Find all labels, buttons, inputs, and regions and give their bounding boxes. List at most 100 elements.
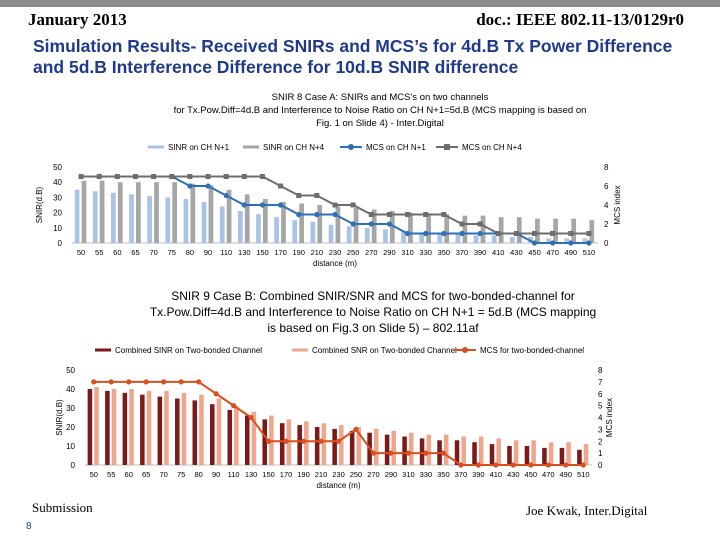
c2-point [108, 379, 114, 385]
c2-y2-tick-label: 6 [598, 390, 603, 399]
c1-bar [437, 233, 443, 243]
c1-point [477, 221, 483, 227]
c2-point [161, 379, 167, 385]
c2-x-tick-label: 150 [262, 470, 275, 479]
c1-bar [353, 208, 359, 243]
c2-title-line: Tx.Pow.Diff=4d.B and Interference to Noi… [150, 305, 596, 319]
footer-submission: Submission [32, 500, 93, 515]
c1-point [314, 211, 320, 218]
c2-point [231, 403, 237, 409]
c2-bar [443, 434, 449, 465]
c2-x-tick-label: 50 [90, 470, 98, 479]
c2-bar [559, 447, 565, 465]
c1-x-tick-label: 310 [401, 248, 414, 257]
c1-point [550, 240, 556, 246]
c2-x-tick-label: 410 [490, 470, 503, 479]
c1-x-tick-label: 150 [256, 248, 269, 257]
c2-bar [279, 423, 285, 465]
c2-bar [175, 398, 180, 465]
c1-point [241, 202, 247, 208]
c1-bar [553, 218, 558, 243]
c1-point [223, 192, 229, 199]
c2-bar [234, 406, 239, 465]
c2-x-axis-title: distance (m) [316, 481, 360, 490]
c1-x-axis-title: distance (m) [313, 259, 357, 268]
c1-point [386, 212, 392, 217]
c2-bar [140, 394, 145, 465]
c2-point [370, 450, 377, 456]
c2-y2-tick-label: 1 [598, 449, 603, 458]
c2-x-tick-label: 250 [350, 470, 363, 479]
c2-bar [216, 398, 222, 465]
c1-point [205, 183, 211, 189]
c1-legend-label: MCS on CH N+4 [462, 143, 522, 152]
c2-bar [129, 389, 134, 465]
c1-point [404, 230, 411, 237]
c2-bar [507, 446, 512, 465]
c2-bar [164, 390, 169, 465]
c2-x-tick-label: 130 [245, 470, 258, 479]
c1-bar [292, 220, 298, 243]
c1-x-tick-label: 130 [238, 248, 251, 257]
c1-x-tick-label: 270 [365, 248, 378, 257]
c1-x-tick-label: 65 [131, 248, 139, 257]
c1-point [405, 212, 411, 217]
c2-bar [146, 390, 152, 465]
c2-point [91, 379, 97, 385]
c1-bar [92, 191, 98, 243]
c1-bar [383, 229, 388, 243]
c2-y2-tick-label: 0 [598, 461, 603, 470]
c1-bar [154, 182, 159, 243]
c1-point [386, 221, 393, 227]
c1-point [205, 174, 211, 179]
c2-point [126, 379, 132, 385]
c2-x-tick-label: 430 [507, 470, 520, 479]
c2-bar [548, 442, 554, 465]
c2-x-tick-label: 75 [177, 470, 185, 479]
c1-point [423, 212, 429, 217]
c1-bar [110, 192, 116, 243]
c2-bar [192, 400, 198, 465]
c2-y2-tick-label: 3 [598, 425, 603, 434]
c1-bar [491, 235, 497, 243]
c1-y2-tick-label: 6 [604, 182, 609, 191]
c1-bar [419, 232, 425, 243]
c1-y-tick-label: 40 [53, 178, 62, 187]
c1-point [332, 211, 338, 218]
c1-y2-tick-label: 2 [604, 220, 609, 229]
c1-x-tick-label: 250 [347, 248, 360, 257]
c2-bar [373, 428, 379, 465]
c1-bar [172, 182, 178, 243]
c2-bar [566, 442, 571, 465]
c1-bar [510, 236, 515, 243]
c2-bar [489, 444, 495, 465]
c1-bar [183, 198, 189, 243]
c1-bar [219, 206, 225, 243]
c1-x-tick-label: 80 [186, 248, 194, 257]
c2-point [318, 438, 324, 444]
c1-x-tick-label: 170 [274, 248, 287, 257]
c1-x-tick-label: 510 [583, 248, 596, 257]
c1-y-tick-label: 0 [58, 239, 63, 248]
c2-x-tick-label: 230 [332, 470, 345, 479]
c1-point [586, 240, 592, 246]
c1-bar [310, 221, 316, 243]
c1-x-tick-label: 110 [220, 248, 232, 257]
c1-x-tick-label: 210 [311, 248, 324, 257]
c2-x-tick-label: 65 [142, 470, 150, 479]
c2-x-tick-label: 310 [402, 470, 415, 479]
c2-y2-axis-title: MCS index [605, 398, 614, 437]
c1-x-tick-label: 350 [438, 248, 451, 257]
c1-bar [455, 233, 461, 243]
c1-bar [201, 201, 207, 243]
slide-title: Simulation Results- Received SNIRs and M… [33, 36, 673, 77]
c2-y-tick-label: 30 [66, 404, 75, 413]
c2-x-tick-label: 190 [297, 470, 310, 479]
c2-y-tick-label: 50 [66, 366, 75, 375]
c2-bar [244, 415, 250, 465]
c2-x-tick-label: 80 [194, 470, 202, 479]
c1-x-tick-label: 430 [510, 248, 523, 257]
c2-x-tick-label: 60 [125, 470, 133, 479]
c1-x-tick-label: 60 [113, 248, 121, 257]
